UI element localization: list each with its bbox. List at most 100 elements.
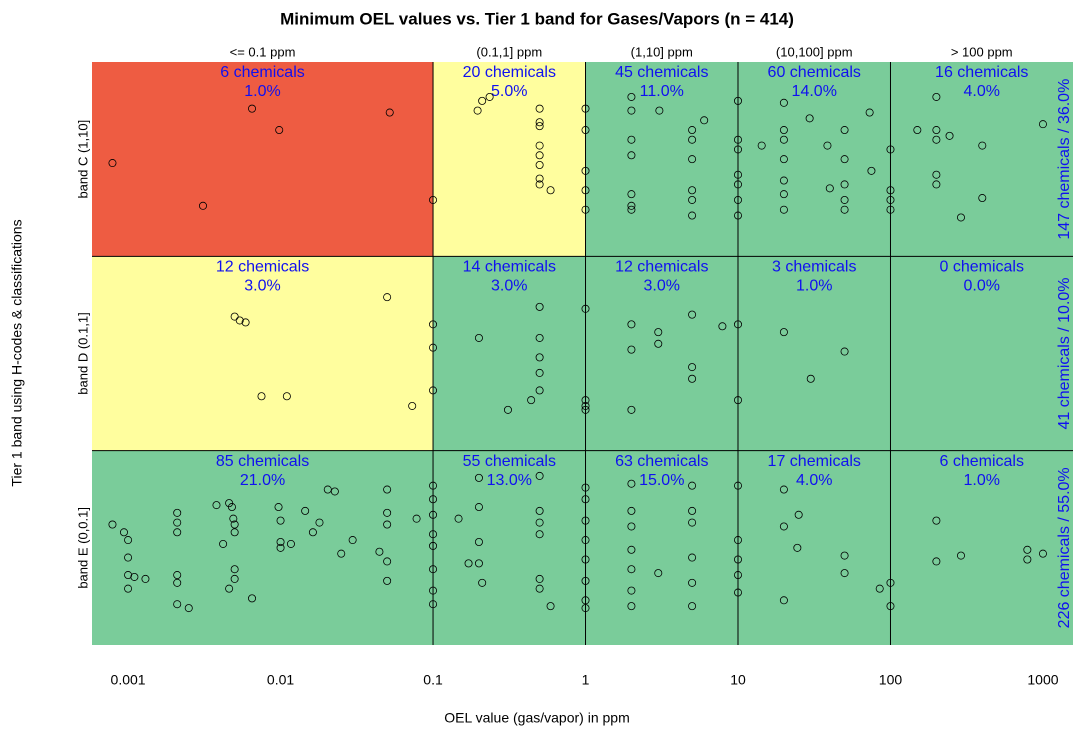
point <box>805 114 814 123</box>
point <box>235 316 244 325</box>
point <box>581 576 590 585</box>
point <box>474 538 483 547</box>
point <box>546 186 555 195</box>
point <box>688 155 697 164</box>
point <box>527 396 536 405</box>
y-tick-label: band D (0.1,1] <box>75 312 90 394</box>
point <box>429 510 438 519</box>
x-tick-label: 0.01 <box>267 672 294 688</box>
point <box>867 166 876 175</box>
cell-percent: 21.0% <box>240 472 285 489</box>
point <box>581 126 590 135</box>
point <box>581 516 590 525</box>
point <box>1038 549 1047 558</box>
chart-title: Minimum OEL values vs. Tier 1 band for G… <box>280 9 794 28</box>
point <box>124 553 133 562</box>
point <box>627 545 636 554</box>
point <box>779 190 788 199</box>
column-header: (0.1,1] ppm <box>476 44 542 59</box>
cell-count: 17 chemicals <box>768 453 861 470</box>
point <box>779 155 788 164</box>
cell <box>92 62 434 257</box>
cell <box>890 256 1073 451</box>
point <box>793 543 802 552</box>
point <box>535 104 544 113</box>
point <box>375 547 384 556</box>
point <box>654 569 663 578</box>
point <box>383 293 392 302</box>
point <box>627 205 636 214</box>
point <box>823 141 832 150</box>
point <box>301 506 310 515</box>
cell-count: 14 chemicals <box>463 259 556 276</box>
cell <box>433 450 586 645</box>
point <box>978 141 987 150</box>
point <box>794 510 803 519</box>
point <box>141 574 150 583</box>
point <box>212 501 221 510</box>
point <box>546 602 555 611</box>
point <box>248 104 257 113</box>
point <box>779 135 788 144</box>
point <box>688 518 697 527</box>
cell-percent: 0.0% <box>964 278 1000 295</box>
point <box>688 135 697 144</box>
point <box>429 320 438 329</box>
point <box>535 118 544 127</box>
cell <box>585 450 738 645</box>
point <box>503 405 512 414</box>
point <box>581 205 590 214</box>
point <box>627 479 636 488</box>
point <box>581 186 590 195</box>
point <box>230 312 239 321</box>
point <box>733 96 742 105</box>
cell <box>737 450 891 645</box>
cell <box>737 62 891 257</box>
point <box>535 122 544 131</box>
point <box>429 386 438 395</box>
x-axis-title: OEL value (gas/vapor) in ppm <box>444 710 629 726</box>
row-total: 147 chemicals / 36.0% <box>1056 79 1073 240</box>
point <box>429 565 438 574</box>
point <box>886 186 895 195</box>
cell-percent: 1.0% <box>796 278 832 295</box>
point <box>932 180 941 189</box>
point <box>733 170 742 179</box>
point <box>348 536 357 545</box>
point <box>535 368 544 377</box>
point <box>886 578 895 587</box>
point <box>276 516 285 525</box>
point <box>733 555 742 564</box>
point <box>225 584 234 593</box>
point <box>688 310 697 319</box>
point <box>429 530 438 539</box>
point <box>429 481 438 490</box>
cell-percent: 15.0% <box>639 472 684 489</box>
point <box>429 541 438 550</box>
column-header: > 100 ppm <box>951 44 1013 59</box>
point <box>383 576 392 585</box>
point <box>108 520 117 529</box>
point <box>130 572 139 581</box>
point <box>757 141 766 150</box>
point <box>886 145 895 154</box>
cell-count: 20 chemicals <box>463 64 556 81</box>
point <box>840 569 849 578</box>
cell <box>92 450 434 645</box>
point <box>429 195 438 204</box>
point <box>688 506 697 515</box>
cell-percent: 5.0% <box>491 83 527 100</box>
point <box>581 304 590 313</box>
point <box>886 205 895 214</box>
point <box>581 483 590 492</box>
point <box>535 353 544 362</box>
point <box>227 503 236 512</box>
point <box>581 495 590 504</box>
point <box>408 401 417 410</box>
point <box>337 549 346 558</box>
point <box>932 170 941 179</box>
point <box>276 543 285 552</box>
point <box>535 506 544 515</box>
point <box>535 141 544 150</box>
point <box>173 518 182 527</box>
